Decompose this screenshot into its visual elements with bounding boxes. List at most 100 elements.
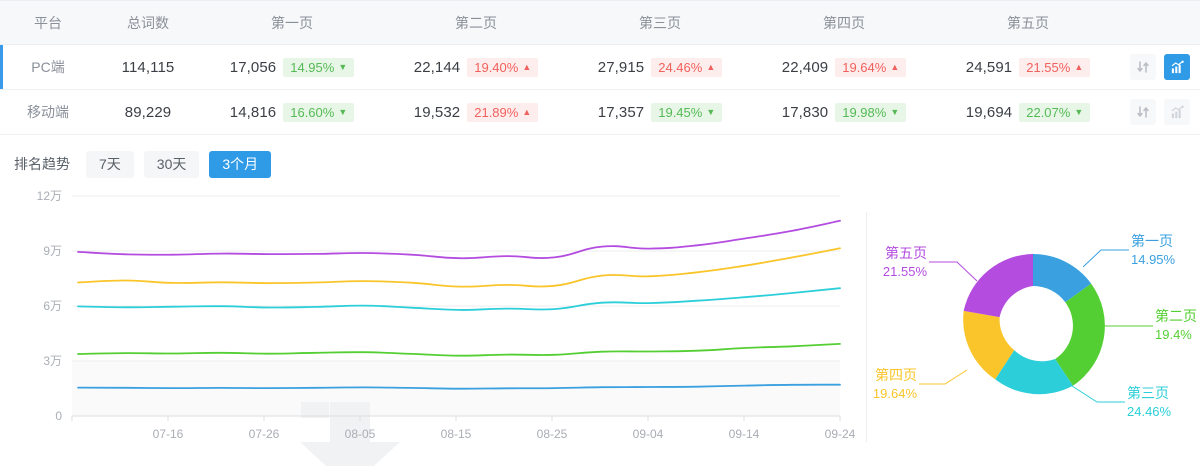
cell-page5-pc: 24,591 21.55% ▲ (936, 44, 1120, 90)
panel-divider (866, 211, 867, 442)
page4-pct-badge-pc: 19.64% ▲ (835, 57, 907, 77)
donut-label-page5: 第五页 (885, 245, 927, 261)
page-distribution-donut-chart[interactable]: 第一页 14.95% 第二页 19.4% 第三页 24.46% 第四页 19.6… (867, 188, 1200, 466)
triangle-down-icon: ▼ (338, 106, 348, 117)
page1-pct-badge-pc: 14.95% ▼ (283, 57, 355, 77)
donut-value-page5: 21.55% (883, 264, 928, 279)
page2-pct-mobile: 21.89% (474, 104, 519, 120)
slice-page4 (963, 310, 1015, 380)
series-paths (77, 219, 841, 390)
platform-label-pc: PC端 (31, 59, 65, 75)
svg-text:08-15: 08-15 (441, 427, 472, 441)
leader-page4 (919, 369, 968, 385)
triangle-down-icon: ▼ (1074, 106, 1084, 117)
svg-text:0: 0 (55, 409, 62, 423)
col-header-actions (1120, 0, 1200, 45)
trend-section-title: 排名趋势 (14, 156, 70, 173)
series-line-page1 (77, 383, 841, 390)
page5-pct-mobile: 22.07% (1026, 104, 1071, 120)
leader-page1 (1082, 249, 1129, 268)
y-axis-labels: 12万 9万 6万 3万 0 (37, 189, 63, 423)
svg-text:08-05: 08-05 (345, 427, 376, 441)
cell-platform-pc: PC端 (0, 44, 96, 90)
charts-area: 12万 9万 6万 3万 0 爱站网 (0, 188, 1200, 469)
x-axis-ticks (71, 415, 841, 421)
col-header-page-5: 第五页 (936, 0, 1120, 45)
page5-pct-badge-mobile: 22.07% ▼ (1019, 102, 1091, 122)
table-row-pc[interactable]: PC端 114,115 17,056 14.95% ▼ (0, 44, 1200, 90)
platform-label-mobile: 移动端 (27, 104, 69, 120)
slice-page3 (995, 349, 1073, 394)
range-tab-30d[interactable]: 30天 (143, 151, 200, 178)
page5-pct-pc: 21.55% (1026, 59, 1071, 75)
slice-page2 (1055, 283, 1105, 386)
page1-count-mobile: 14,816 (229, 103, 277, 121)
sort-arrows-icon[interactable] (1130, 54, 1156, 80)
page2-count-mobile: 19,532 (413, 103, 461, 121)
col-header-page-1: 第一页 (200, 0, 384, 45)
cell-actions-pc (1120, 44, 1200, 90)
svg-text:3万: 3万 (43, 354, 62, 368)
sort-arrows-icon[interactable] (1130, 99, 1156, 125)
triangle-up-icon: ▲ (1074, 61, 1084, 72)
page3-pct-badge-pc: 24.46% ▲ (651, 57, 723, 77)
leader-page5 (929, 261, 978, 282)
cell-page2-mobile: 19,532 21.89% ▲ (384, 89, 568, 135)
donut-value-page1: 14.95% (1131, 252, 1176, 267)
page3-pct-pc: 24.46% (658, 59, 703, 75)
triangle-down-icon: ▼ (706, 106, 716, 117)
page5-count-mobile: 19,694 (965, 103, 1013, 121)
page3-count-mobile: 17,357 (597, 103, 645, 121)
page3-count-pc: 27,915 (597, 58, 645, 76)
trend-range-bar: 排名趋势 7天 30天 3个月 (0, 135, 1200, 188)
page1-pct-mobile: 16.60% (290, 104, 335, 120)
slice-page5 (963, 253, 1033, 317)
page3-pct-mobile: 19.45% (658, 104, 703, 120)
total-count-mobile: 89,229 (124, 103, 172, 121)
donut-slices (963, 253, 1105, 394)
col-header-total: 总词数 (96, 0, 200, 45)
donut-label-page2: 第二页 (1155, 308, 1197, 324)
donut-label-page4: 第四页 (875, 367, 917, 383)
donut-chart-svg: 第一页 14.95% 第二页 19.4% 第三页 24.46% 第四页 19.6… (873, 233, 1197, 419)
col-header-page-3: 第三页 (568, 0, 752, 45)
table-header: 平台 总词数 第一页 第二页 第三页 第四页 第五页 (0, 0, 1200, 45)
svg-text:12万: 12万 (37, 189, 62, 203)
series-line-page5 (77, 219, 841, 259)
col-header-page-2: 第二页 (384, 0, 568, 45)
page1-pct-badge-mobile: 16.60% ▼ (283, 102, 355, 122)
svg-text:07-16: 07-16 (153, 427, 184, 441)
page5-pct-badge-pc: 21.55% ▲ (1019, 57, 1091, 77)
donut-value-page2: 19.4% (1155, 327, 1192, 342)
page2-pct-badge-pc: 19.40% ▲ (467, 57, 539, 77)
donut-value-page3: 24.46% (1127, 404, 1172, 419)
triangle-up-icon: ▲ (890, 61, 900, 72)
col-header-platform: 平台 (0, 0, 96, 45)
cell-page2-pc: 22,144 19.40% ▲ (384, 44, 568, 90)
range-tab-3m[interactable]: 3个月 (209, 151, 272, 178)
trend-chart-icon[interactable] (1164, 99, 1190, 125)
cell-page5-mobile: 19,694 22.07% ▼ (936, 89, 1120, 135)
svg-text:6万: 6万 (43, 299, 62, 313)
svg-text:9万: 9万 (43, 244, 62, 258)
svg-text:09-04: 09-04 (633, 427, 664, 441)
page4-count-mobile: 17,830 (781, 103, 829, 121)
table-row-mobile[interactable]: 移动端 89,229 14,816 16.60% ▼ (0, 89, 1200, 135)
trend-chart-icon[interactable] (1164, 54, 1190, 80)
cell-page4-pc: 22,409 19.64% ▲ (752, 44, 936, 90)
svg-text:09-14: 09-14 (729, 427, 760, 441)
page4-pct-badge-mobile: 19.98% ▼ (835, 102, 907, 122)
cell-page4-mobile: 17,830 19.98% ▼ (752, 89, 936, 135)
line-chart-svg: 12万 9万 6万 3万 0 爱站网 (37, 189, 856, 469)
cell-page3-pc: 27,915 24.46% ▲ (568, 44, 752, 90)
col-header-page-4: 第四页 (752, 0, 936, 45)
cell-page3-mobile: 17,357 19.45% ▼ (568, 89, 752, 135)
rank-trend-line-chart[interactable]: 12万 9万 6万 3万 0 爱站网 (0, 188, 866, 469)
page4-pct-mobile: 19.98% (842, 104, 887, 120)
page2-pct-badge-mobile: 21.89% ▲ (467, 102, 539, 122)
leader-lines (919, 249, 1153, 403)
range-tab-7d[interactable]: 7天 (86, 151, 134, 178)
x-axis-labels: 07-16 07-26 08-05 08-15 08-25 09-04 09-1… (153, 427, 856, 441)
page1-pct-pc: 14.95% (290, 59, 335, 75)
